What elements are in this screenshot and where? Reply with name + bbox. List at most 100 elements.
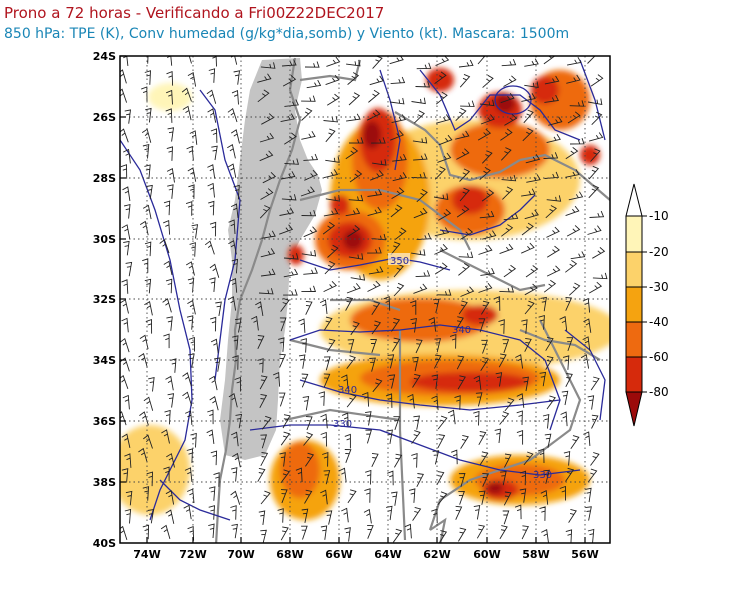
wind-barb xyxy=(344,433,351,449)
wind-barb xyxy=(565,169,580,178)
wind-barb xyxy=(120,88,128,103)
wind-barb xyxy=(348,194,364,202)
wind-barb xyxy=(565,147,579,160)
wind-barb xyxy=(144,278,152,294)
wind-barb xyxy=(231,523,238,539)
lon-label-62w: 62W xyxy=(423,548,450,561)
wind-barb xyxy=(347,489,357,504)
wind-barb xyxy=(367,188,383,197)
wind-barb xyxy=(499,525,508,540)
wind-barb xyxy=(390,241,401,256)
wind-barb xyxy=(433,193,449,200)
wind-barb xyxy=(412,373,421,388)
wind-barb xyxy=(569,100,585,107)
wind-barb xyxy=(435,91,448,105)
wind-barb xyxy=(231,89,239,105)
wind-barb xyxy=(228,219,236,235)
wind-barb xyxy=(587,468,598,483)
wind-barb xyxy=(385,393,393,408)
colorbar-label-60: -60 xyxy=(649,350,669,364)
wind-barb xyxy=(522,127,534,142)
wind-barb xyxy=(525,265,539,278)
wind-barb xyxy=(460,227,474,240)
wind-barb xyxy=(235,413,243,429)
wind-barb xyxy=(500,470,507,486)
wind-barb xyxy=(371,320,382,335)
wind-barb xyxy=(437,415,448,430)
wind-barb xyxy=(139,220,149,236)
wind-barb xyxy=(346,113,361,122)
wind-barb xyxy=(537,448,545,464)
wind-barb xyxy=(565,205,580,217)
map-title: Prono a 72 horas - Verificando a Fri00Z2… xyxy=(4,4,385,22)
wind-barb xyxy=(213,472,220,487)
wind-barb xyxy=(388,374,396,389)
wind-barb xyxy=(122,186,131,201)
wind-barb xyxy=(565,529,573,543)
wind-barb xyxy=(460,100,475,107)
wind-barb xyxy=(368,89,380,103)
contour-line-1 xyxy=(120,139,193,521)
wind-barb xyxy=(323,316,333,331)
wind-barb xyxy=(349,170,363,183)
wind-barb xyxy=(123,148,131,164)
wind-barb xyxy=(259,393,268,409)
wind-barb xyxy=(185,410,193,425)
wind-barb xyxy=(436,471,445,486)
wind-barb xyxy=(434,71,447,84)
wind-barb xyxy=(480,114,495,125)
map-subtitle: 850 hPa: TPE (K), Conv humedad (g/kg*dia… xyxy=(4,26,570,42)
wind-barb xyxy=(278,337,285,352)
wind-barb xyxy=(142,144,150,159)
wind-barb xyxy=(524,300,535,315)
wind-barb xyxy=(478,431,487,446)
wind-barb xyxy=(524,209,539,220)
wind-barb xyxy=(209,316,217,332)
wind-barb xyxy=(186,315,194,330)
wind-barb xyxy=(565,373,573,388)
wind-barb xyxy=(525,154,541,164)
wind-barb xyxy=(142,486,150,501)
wind-barb xyxy=(122,394,130,410)
contour-line-9 xyxy=(379,69,401,171)
wind-barb xyxy=(438,134,453,146)
wind-barb xyxy=(207,164,216,179)
wind-barb xyxy=(413,207,428,219)
wind-barb xyxy=(163,333,170,349)
wind-barb xyxy=(326,56,341,67)
wind-barb xyxy=(231,258,238,274)
wind-barb xyxy=(437,434,446,449)
wind-barb xyxy=(588,281,603,294)
wind-barb xyxy=(301,285,317,292)
wind-barb xyxy=(279,317,287,332)
wind-barb xyxy=(165,490,175,505)
wind-barb xyxy=(521,242,535,254)
wind-barb xyxy=(204,240,215,255)
coast-rio-plata xyxy=(519,328,601,361)
wind-barb xyxy=(323,280,337,293)
contour-label-330-b: 330 xyxy=(533,470,552,481)
wind-barb xyxy=(432,450,440,465)
wind-barb xyxy=(493,296,501,311)
contour-line-6 xyxy=(249,424,581,476)
wind-barb xyxy=(478,490,486,505)
wind-barb xyxy=(345,296,354,311)
wind-barb xyxy=(367,109,381,121)
wind-barb xyxy=(227,163,237,178)
province-line-3 xyxy=(299,188,380,202)
wind-barb xyxy=(125,261,133,277)
wind-barb xyxy=(283,268,299,278)
wind-barb xyxy=(123,204,131,219)
wind-barb xyxy=(473,505,481,520)
wind-barb xyxy=(301,525,308,540)
wind-barb xyxy=(521,93,536,102)
wind-barb xyxy=(387,354,395,369)
wind-barb xyxy=(284,158,300,165)
wind-barb xyxy=(365,469,372,485)
wind-barb xyxy=(410,318,417,333)
wind-barb xyxy=(449,333,457,349)
wind-barb xyxy=(282,74,297,87)
wind-barb xyxy=(120,525,128,541)
wind-barb xyxy=(589,210,605,218)
wind-barb xyxy=(283,253,299,260)
